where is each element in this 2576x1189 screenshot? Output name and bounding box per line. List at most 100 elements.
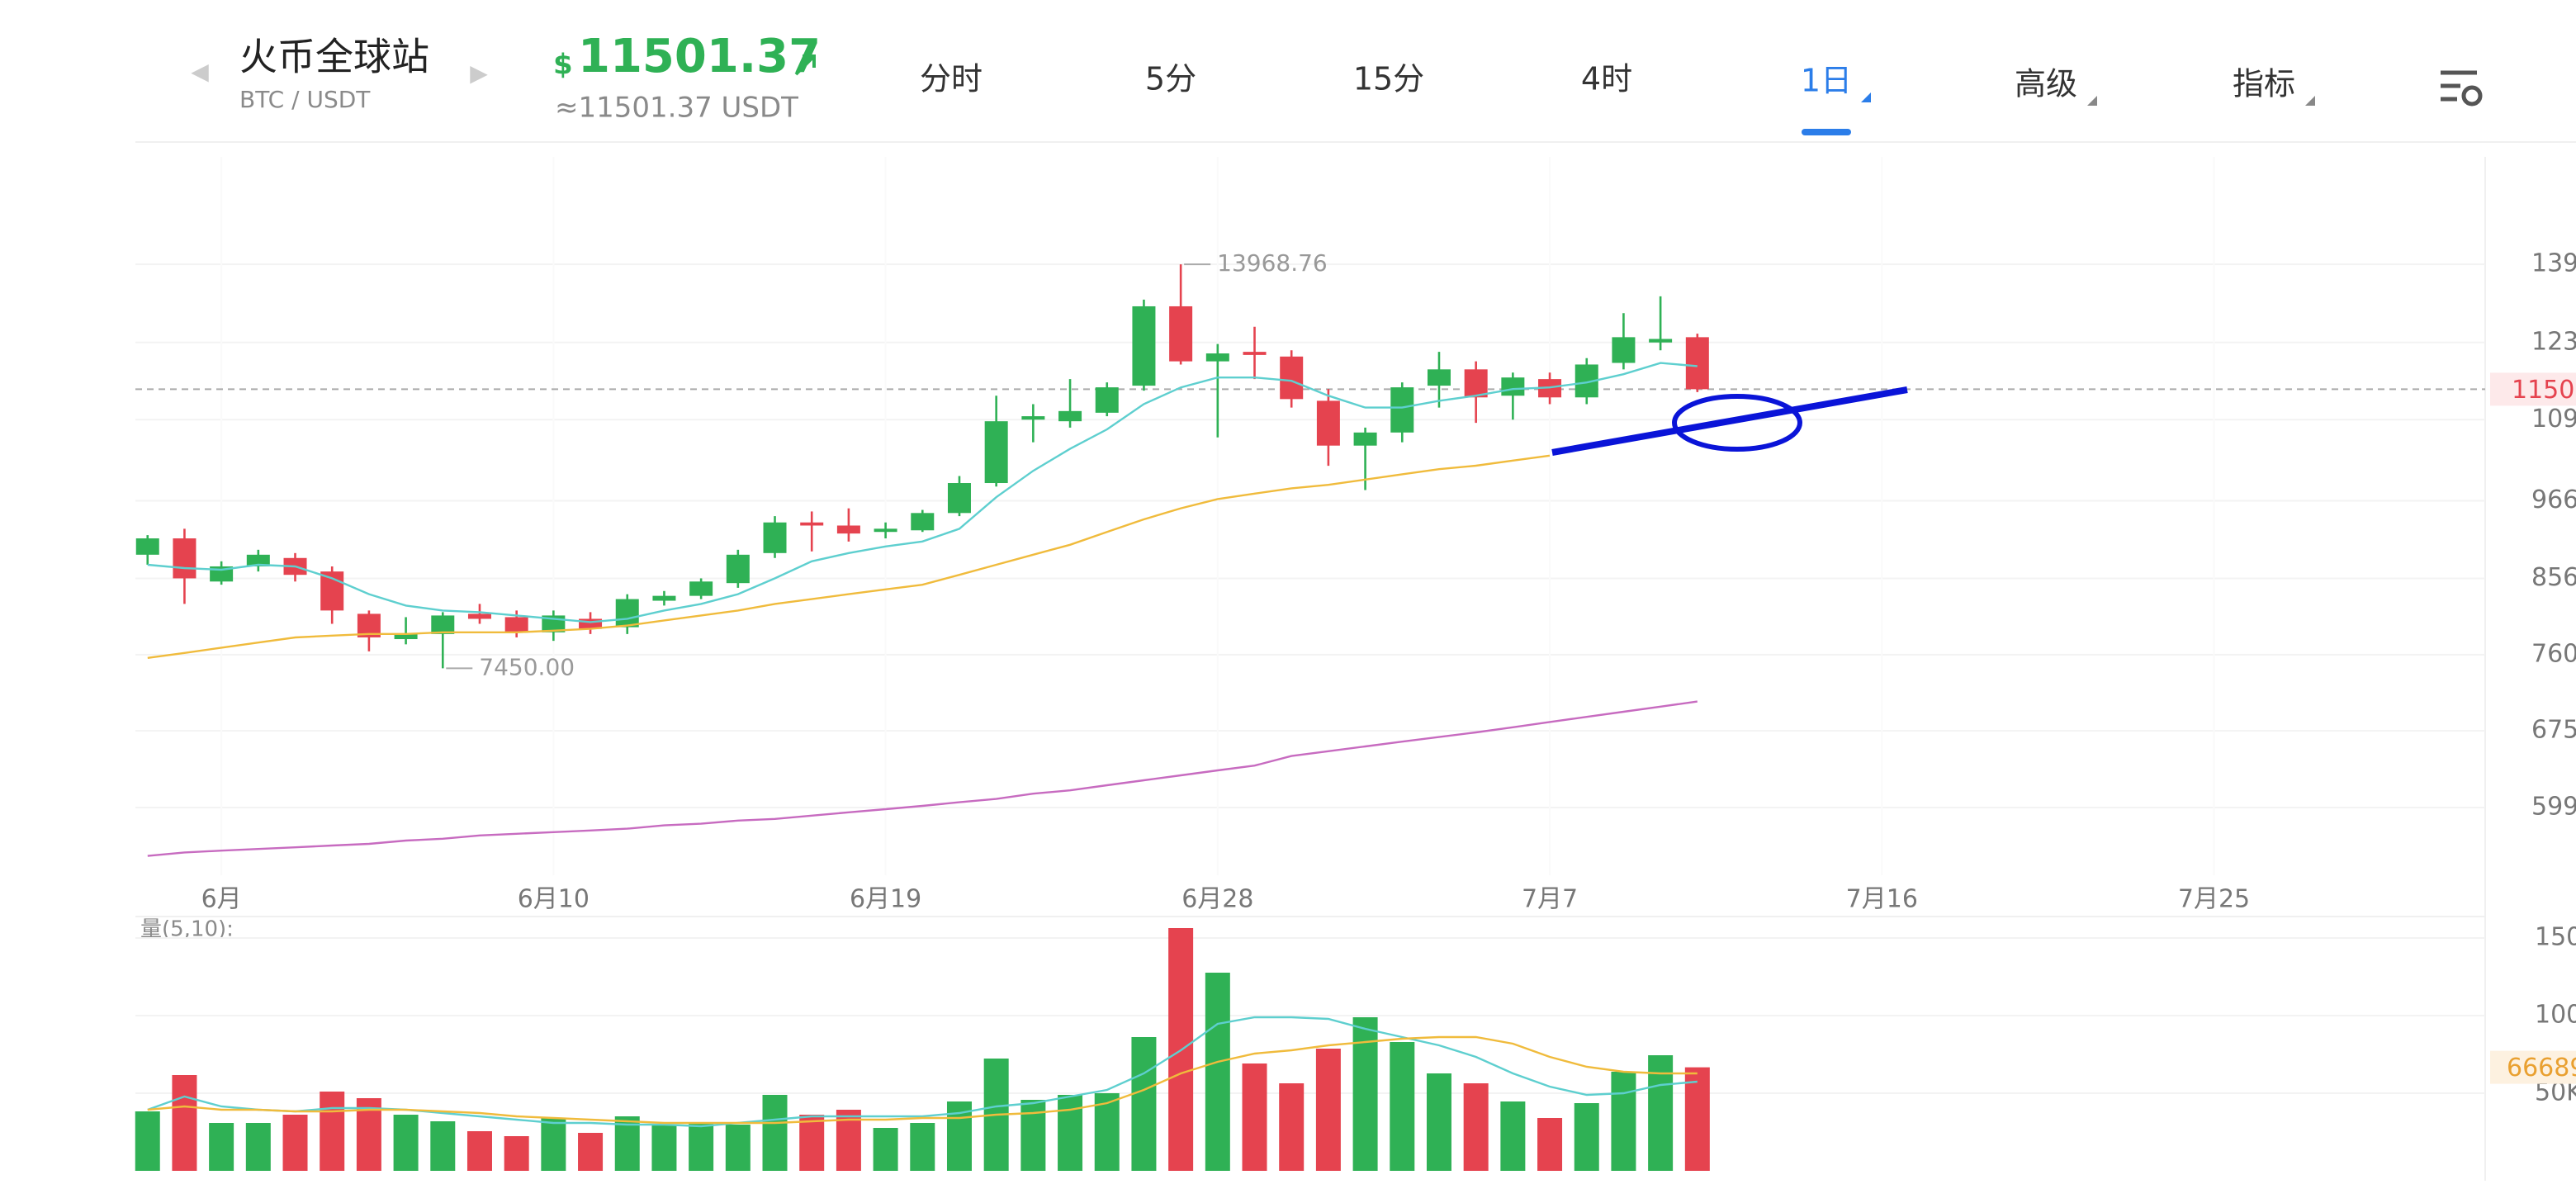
candle-body — [1464, 369, 1488, 398]
x-tick-label: 6月28 — [1181, 885, 1253, 914]
low-label: 7450.00 — [479, 653, 575, 680]
volume-bar — [282, 1115, 308, 1171]
tab[interactable]: 15分 — [1353, 61, 1424, 97]
candle-body — [1169, 306, 1193, 362]
approx-price: ≈11501.37 USDT — [555, 92, 798, 125]
x-tick-label: 7月16 — [1846, 885, 1918, 914]
x-tick-label: 6月10 — [518, 885, 590, 914]
tab-underline — [1802, 129, 1851, 135]
volume-bar — [541, 1117, 566, 1171]
candle-body — [911, 513, 935, 531]
volume-bar — [1426, 1073, 1451, 1171]
candle-body — [689, 581, 713, 596]
price-tag — [2490, 372, 2576, 406]
candle-body — [246, 554, 270, 566]
volume-bar — [1242, 1063, 1267, 1171]
settings-icon[interactable] — [2441, 70, 2483, 107]
volume-bar — [1390, 1041, 1415, 1171]
volume-bar — [1131, 1037, 1157, 1171]
tab[interactable]: 高级 — [2015, 66, 2077, 102]
candle-body — [1021, 416, 1045, 420]
volume-bar — [873, 1127, 898, 1171]
tab-active[interactable]: 1日 — [1801, 63, 1852, 99]
volume-bar — [1315, 1049, 1341, 1171]
y-tick-label: 8569 — [2531, 563, 2576, 592]
currency-symbol: $ — [553, 49, 573, 82]
volume-bar — [320, 1091, 345, 1171]
volume-bar — [393, 1115, 419, 1171]
candle-body — [800, 522, 824, 526]
candle-body — [1649, 339, 1673, 343]
pair: BTC / USDT — [239, 86, 371, 113]
tab[interactable]: 4时 — [1581, 61, 1632, 97]
volume-bar — [725, 1125, 751, 1171]
candle-body — [836, 525, 860, 534]
next-arrow[interactable]: ▶ — [470, 59, 488, 87]
tab[interactable]: 指标 — [2233, 66, 2295, 102]
volume-bar — [430, 1120, 456, 1171]
y-tick-label: 7609 — [2531, 639, 2576, 668]
candle-body — [652, 595, 676, 601]
candle-body — [1205, 353, 1229, 362]
volume-bar — [689, 1123, 714, 1171]
x-tick-label: 7月25 — [2178, 885, 2250, 914]
candle-body — [874, 528, 897, 533]
candle-body — [726, 554, 750, 584]
volume-bar — [762, 1095, 788, 1171]
ma-line — [147, 454, 1551, 659]
candle-body — [1685, 337, 1709, 390]
volume-bar — [1500, 1101, 1526, 1171]
y-tick-label: 150K — [2535, 923, 2576, 952]
candle-body — [1390, 387, 1414, 433]
prev-arrow[interactable]: ◀ — [191, 58, 209, 85]
y-tick-label: 5999 — [2531, 792, 2576, 821]
candle-body — [1316, 400, 1340, 446]
price: 11501.37 — [578, 30, 821, 83]
volume-tag-label: 66689 — [2507, 1054, 2576, 1082]
tab[interactable]: 分时 — [920, 61, 983, 97]
candle-body — [615, 599, 639, 628]
candle-body — [1095, 387, 1119, 413]
tab-caret — [2087, 96, 2097, 106]
x-tick-label: 7月7 — [1522, 885, 1578, 914]
volume-bar — [1279, 1083, 1305, 1171]
candle-body — [173, 538, 197, 579]
tab[interactable]: 5分 — [1145, 61, 1196, 97]
volume-bar — [504, 1136, 529, 1171]
volume-bar — [1058, 1095, 1083, 1171]
volume-bar — [135, 1111, 160, 1171]
candle-body — [504, 617, 528, 632]
candle-body — [1612, 337, 1636, 363]
y-tick-label: 13969 — [2531, 249, 2576, 278]
candle-body — [1243, 352, 1267, 355]
header: ◀ 火币全球站 BTC / USDT ▶ $ 11501.37 ≈11501.3… — [135, 30, 2576, 143]
candle-body — [947, 483, 971, 514]
volume-bar — [799, 1115, 825, 1171]
y-tick-label: 9669 — [2531, 486, 2576, 514]
volume-bar — [245, 1123, 271, 1171]
tab-caret — [2305, 96, 2315, 106]
high-label: 13968.76 — [1217, 249, 1328, 277]
y-tick-label: 10969 — [2531, 405, 2576, 433]
ma-line — [147, 362, 1698, 623]
volume-bar — [466, 1130, 492, 1171]
volume-bar — [1094, 1093, 1120, 1171]
x-tick-label: 6月19 — [850, 885, 921, 914]
volume-bar — [1684, 1067, 1710, 1171]
ma-line — [147, 700, 1698, 857]
volume-bar — [910, 1123, 935, 1171]
ma-line — [147, 1035, 1698, 1125]
y-tick-label: 100K — [2535, 1001, 2576, 1030]
candle-body — [1132, 306, 1156, 386]
volume-bar — [1537, 1117, 1563, 1171]
price-tag-label: 11501.37 — [2512, 376, 2576, 405]
candle-body — [763, 522, 787, 553]
volume-bar — [1020, 1099, 1046, 1171]
candle-body — [1501, 377, 1525, 396]
volume-bar — [578, 1133, 604, 1171]
